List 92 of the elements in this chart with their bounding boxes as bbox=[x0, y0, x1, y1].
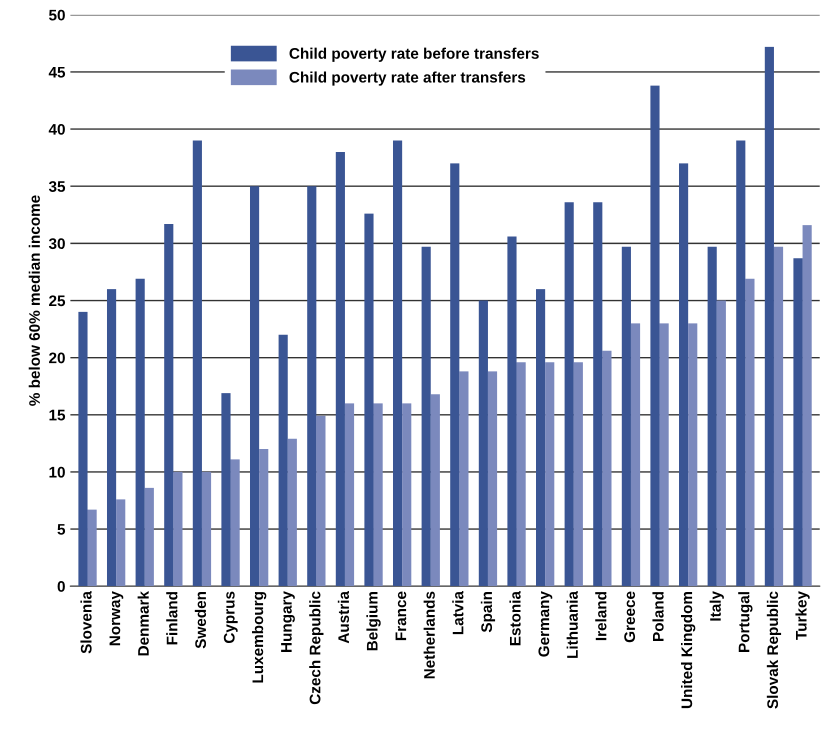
x-tick-label: United Kingdom bbox=[681, 592, 696, 708]
y-tick-label: 45 bbox=[48, 67, 66, 78]
x-tick-label: Poland bbox=[652, 592, 664, 641]
y-tick-label: 5 bbox=[57, 524, 66, 535]
bar bbox=[545, 362, 554, 586]
y-tick-label: 30 bbox=[48, 238, 65, 250]
x-tick-label: Germany bbox=[538, 591, 552, 657]
bar bbox=[774, 246, 784, 586]
bar bbox=[221, 393, 231, 586]
bar bbox=[630, 323, 640, 586]
bar bbox=[736, 140, 746, 586]
y-tick-label: 0 bbox=[58, 581, 65, 592]
y-tick-label: 40 bbox=[48, 124, 65, 135]
bar bbox=[422, 246, 431, 586]
x-tick-label: Latvia bbox=[452, 590, 464, 634]
x-tick-label: Norway bbox=[110, 591, 124, 646]
y-tick-label: 50 bbox=[48, 10, 65, 21]
bar bbox=[344, 403, 354, 586]
y-axis-title: % below 60% median income bbox=[28, 195, 40, 406]
bar bbox=[764, 46, 774, 586]
bar bbox=[793, 258, 803, 586]
bar bbox=[716, 300, 726, 586]
x-tick-label: Belgium bbox=[366, 592, 381, 650]
y-tick-label: 15 bbox=[49, 410, 66, 420]
bar bbox=[374, 403, 383, 586]
x-tick-label: Hungary bbox=[281, 591, 295, 652]
bar bbox=[564, 202, 574, 586]
bar bbox=[708, 246, 717, 586]
bar bbox=[106, 289, 116, 586]
x-tick-label: Austria bbox=[338, 590, 350, 644]
x-tick-label: Lithuania bbox=[566, 590, 578, 658]
bar bbox=[430, 394, 440, 586]
bar bbox=[392, 140, 402, 586]
bar bbox=[574, 362, 583, 586]
bar bbox=[478, 300, 488, 586]
bar bbox=[136, 278, 145, 586]
bar bbox=[78, 312, 88, 586]
y-tick-label: 35 bbox=[48, 181, 66, 192]
bar bbox=[278, 334, 288, 586]
x-tick-label: Italy bbox=[710, 591, 724, 621]
x-tick-label: Estonia bbox=[509, 590, 521, 646]
bar bbox=[679, 163, 688, 586]
y-tick-label: 25 bbox=[49, 295, 66, 306]
bar bbox=[250, 186, 260, 586]
x-tick-label: Ireland bbox=[595, 592, 606, 640]
bar bbox=[402, 403, 412, 586]
bar bbox=[173, 472, 182, 586]
x-tick-label: Netherlands bbox=[424, 592, 435, 678]
x-tick-label: Denmark bbox=[138, 591, 149, 656]
bar bbox=[660, 323, 669, 586]
bar bbox=[316, 416, 326, 586]
legend-label: Child poverty rate before transfers bbox=[290, 48, 539, 62]
bar bbox=[650, 86, 660, 586]
bar bbox=[230, 459, 240, 586]
bar bbox=[202, 472, 212, 586]
bar bbox=[507, 236, 517, 586]
bar bbox=[622, 246, 631, 586]
x-tick-label: Czech Republic bbox=[309, 591, 324, 704]
bar bbox=[488, 371, 498, 586]
bar bbox=[259, 449, 268, 586]
bar bbox=[536, 289, 546, 586]
bar bbox=[192, 140, 202, 586]
bar bbox=[364, 214, 374, 586]
bar bbox=[144, 488, 154, 586]
bar bbox=[802, 225, 812, 586]
bar bbox=[336, 152, 345, 586]
x-tick-label: Portugal bbox=[738, 592, 753, 652]
x-tick-label: Sweden bbox=[194, 592, 206, 648]
bar bbox=[88, 510, 97, 586]
x-tick-label: Slovenia bbox=[80, 590, 92, 654]
x-tick-label: Turkey bbox=[795, 591, 810, 640]
x-tick-label: Luxembourg bbox=[252, 592, 266, 683]
x-tick-label: Finland bbox=[166, 592, 178, 644]
bar bbox=[164, 224, 174, 586]
bar bbox=[745, 278, 755, 586]
x-tick-label: Slovak Republic bbox=[766, 591, 782, 709]
x-tick-label: Spain bbox=[480, 592, 496, 632]
legend-label: Child poverty rate after transfers bbox=[290, 71, 526, 86]
x-tick-label: Cyprus bbox=[224, 592, 238, 644]
x-tick-label: Greece bbox=[624, 592, 636, 642]
bar bbox=[288, 438, 297, 586]
bar bbox=[688, 323, 698, 586]
bar bbox=[307, 186, 316, 586]
y-tick-label: 20 bbox=[49, 352, 65, 364]
bar bbox=[116, 499, 126, 586]
x-tick-label: France bbox=[396, 592, 406, 640]
bar bbox=[516, 362, 526, 586]
bar bbox=[593, 202, 602, 586]
y-tick-label: 10 bbox=[49, 466, 65, 478]
bar bbox=[459, 371, 469, 586]
bar bbox=[602, 350, 612, 586]
bar bbox=[450, 163, 460, 586]
